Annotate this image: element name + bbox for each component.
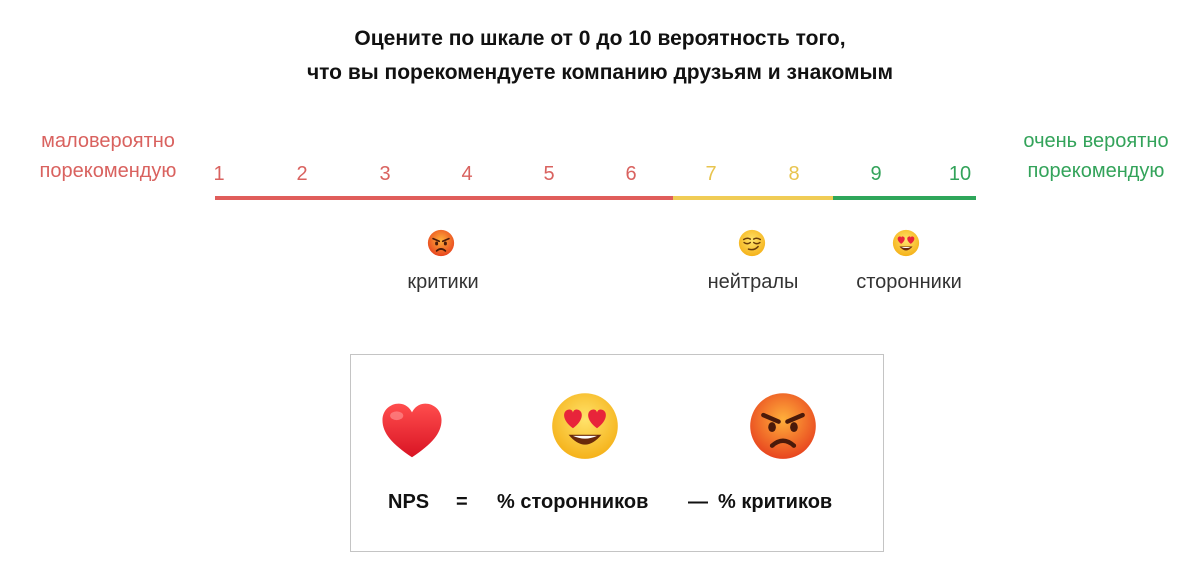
scale-number-5: 5 [543, 163, 555, 185]
angry-face-icon [427, 229, 455, 257]
heart-icon [377, 396, 447, 466]
critics-label: критики [407, 271, 479, 293]
scale-number-1: 1 [213, 163, 225, 185]
survey-question: Оцените по шкале от 0 до 10 вероятность … [0, 22, 1200, 90]
smirking-face-icon [738, 229, 766, 257]
heart-eyes-face-icon [550, 391, 620, 461]
very-likely-label-line-1: очень вероятно [1023, 130, 1169, 152]
scale-number-9: 9 [870, 163, 882, 185]
unlikely-label-line-2: порекомендую [39, 160, 177, 182]
promoters-percent-term: % сторонников [497, 491, 649, 513]
unlikely-label-line-1: маловероятно [41, 130, 175, 152]
minus-sign: — [688, 491, 708, 513]
promoters-label: сторонники [856, 271, 962, 293]
promoters-scale-segment [833, 196, 976, 200]
scale-number-4: 4 [461, 163, 473, 185]
neutrals-label: нейтралы [707, 271, 799, 293]
critics-percent-term: % критиков [718, 491, 833, 513]
very-likely-label-line-2: порекомендую [1027, 160, 1165, 182]
scale-number-7: 7 [705, 163, 717, 185]
scale-number-10: 10 [948, 163, 972, 185]
scale-number-8: 8 [788, 163, 800, 185]
very-likely-label: очень вероятно порекомендую [996, 126, 1196, 186]
neutrals-scale-segment [673, 196, 833, 200]
equals-sign: = [456, 491, 468, 513]
question-line-2: что вы порекомендуете компанию друзьям и… [306, 61, 894, 84]
scale-number-3: 3 [379, 163, 391, 185]
angry-face-icon [748, 391, 818, 461]
question-line-1: Оцените по шкале от 0 до 10 вероятность … [354, 27, 846, 50]
unlikely-label: маловероятно порекомендую [8, 126, 208, 186]
nps-term: NPS [388, 491, 430, 513]
scale-number-6: 6 [625, 163, 637, 185]
critics-scale-segment [215, 196, 673, 200]
scale-number-2: 2 [296, 163, 308, 185]
heart-eyes-face-icon [892, 229, 920, 257]
